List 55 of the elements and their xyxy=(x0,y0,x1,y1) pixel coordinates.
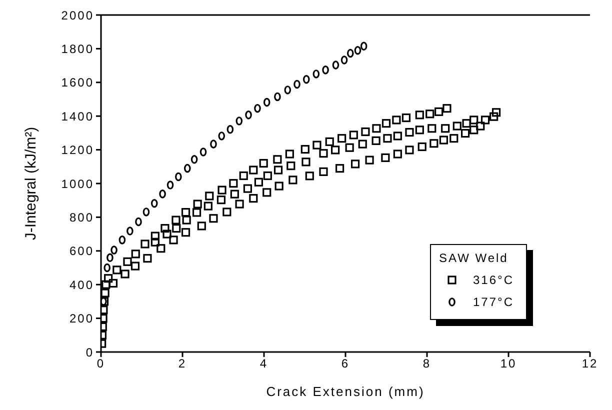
y-tick-label: 1000 xyxy=(61,176,94,191)
point xyxy=(332,60,340,70)
point xyxy=(245,110,252,120)
y-axis-title: J-Integral (kJ/m²) xyxy=(22,126,40,240)
point xyxy=(340,56,348,64)
y-tick-label: 800 xyxy=(69,210,94,224)
point xyxy=(166,180,174,190)
point xyxy=(263,98,270,107)
point xyxy=(218,132,226,140)
x-tick-label: 0 xyxy=(96,356,106,371)
y-tick-label: 200 xyxy=(69,312,94,326)
point xyxy=(135,217,142,226)
legend-label: 177°C xyxy=(473,295,514,309)
point xyxy=(190,155,198,164)
point xyxy=(150,198,158,208)
y-tick-label: 2000 xyxy=(61,8,94,22)
point xyxy=(322,66,329,74)
point xyxy=(294,80,300,89)
y-tick-label: 0 xyxy=(86,345,94,360)
point xyxy=(236,116,243,126)
y-tick-label: 1400 xyxy=(61,109,94,124)
point xyxy=(274,92,281,102)
y-tick-label: 1800 xyxy=(61,42,94,56)
point xyxy=(184,164,191,173)
point xyxy=(226,125,234,134)
x-tick-label: 6 xyxy=(341,356,350,371)
x-tick-label: 2 xyxy=(178,356,187,371)
point xyxy=(104,263,111,272)
x-tick-label: 10 xyxy=(500,356,517,371)
point xyxy=(110,246,118,254)
x-tick-label: 8 xyxy=(422,356,432,371)
x-tick-label: 12 xyxy=(582,356,598,371)
x-axis-title: Crack Extension (mm) xyxy=(266,384,425,399)
point xyxy=(346,48,354,58)
y-tick-label: 1200 xyxy=(61,143,94,158)
point xyxy=(106,253,114,262)
point xyxy=(312,70,320,78)
point xyxy=(159,190,166,198)
legend-label: 316°C xyxy=(473,273,514,287)
point xyxy=(210,140,217,148)
point xyxy=(142,208,150,216)
point xyxy=(354,46,362,55)
legend-title: SAW Weld xyxy=(439,251,510,265)
point xyxy=(360,42,368,51)
point xyxy=(126,226,134,236)
point xyxy=(254,104,261,113)
y-tick-label: 600 xyxy=(69,244,94,258)
point xyxy=(302,74,310,84)
point xyxy=(118,236,126,244)
point xyxy=(200,148,207,156)
y-tick-label: 1600 xyxy=(61,76,94,90)
x-tick-label: 4 xyxy=(260,356,268,371)
point xyxy=(284,86,292,94)
y-tick-label: 400 xyxy=(69,278,94,292)
point xyxy=(175,172,182,182)
